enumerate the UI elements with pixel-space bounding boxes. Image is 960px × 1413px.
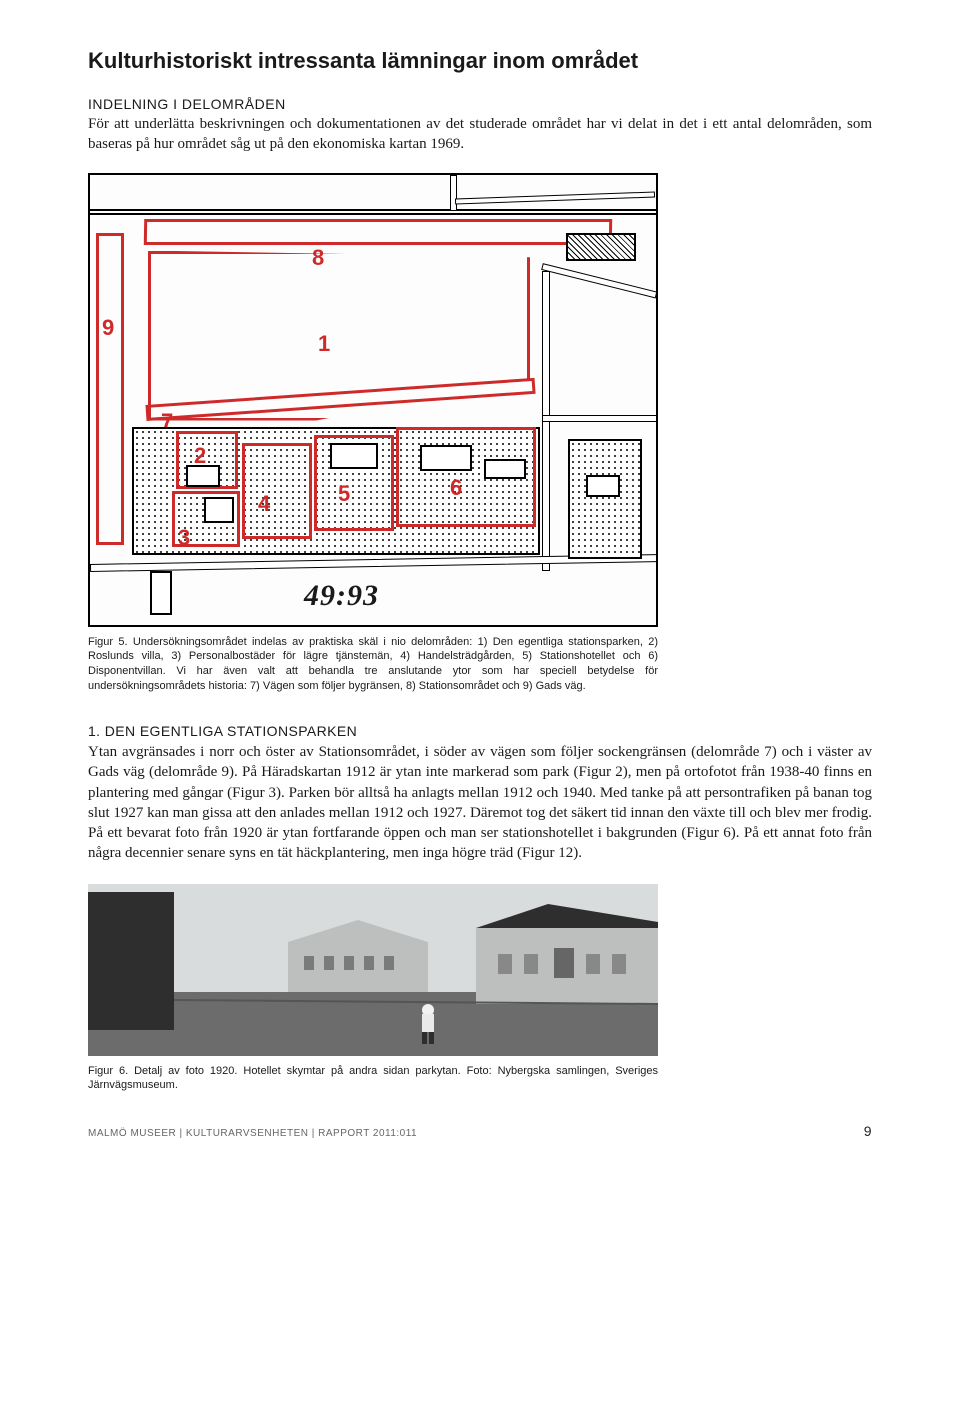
- section-heading-stationsparken: 1. DEN EGENTLIGA STATIONSPARKEN: [88, 723, 357, 739]
- footer-text: MALMÖ MUSEER | KULTURARVSENHETEN | RAPPO…: [88, 1128, 417, 1139]
- page-number: 9: [864, 1123, 872, 1139]
- figure-5-map: 8 9 1 7 2 3 4 5 6 49:93: [88, 173, 658, 627]
- body-text: Ytan avgränsades i norr och öster av Sta…: [88, 744, 872, 861]
- figure-6-photo: [88, 884, 658, 1056]
- figure-6-caption: Figur 6. Detalj av foto 1920. Hotellet s…: [88, 1064, 658, 1094]
- map-label-3: 3: [178, 525, 190, 551]
- map-label-5: 5: [338, 481, 350, 507]
- map-label-1: 1: [318, 331, 330, 357]
- section-heading-indelning: INDELNING I DELOMRÅDEN: [88, 96, 872, 112]
- map-label-4: 4: [258, 491, 270, 517]
- map-label-6: 6: [450, 475, 462, 501]
- figure-5-caption: Figur 5. Undersökningsområdet indelas av…: [88, 635, 658, 694]
- intro-paragraph: För att underlätta beskrivningen och dok…: [88, 114, 872, 155]
- body-paragraph-stationsparken: 1. DEN EGENTLIGA STATIONSPARKEN Ytan avg…: [88, 722, 872, 864]
- page-footer: MALMÖ MUSEER | KULTURARVSENHETEN | RAPPO…: [88, 1123, 872, 1139]
- map-label-9: 9: [102, 315, 114, 341]
- map-cadastral-label: 49:93: [304, 579, 379, 613]
- page-title: Kulturhistoriskt intressanta lämningar i…: [88, 48, 872, 74]
